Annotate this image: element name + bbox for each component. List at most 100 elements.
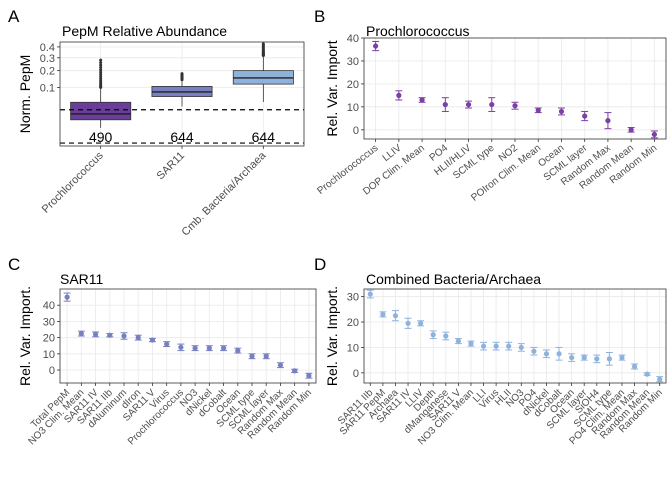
panel-title: Combined Bacteria/Archaea [366, 271, 541, 287]
point-6 [148, 337, 156, 343]
point-4 [417, 320, 425, 327]
data-point [506, 343, 512, 349]
data-point [651, 131, 657, 138]
y-tick-label: 30 [43, 316, 55, 328]
data-point [465, 101, 472, 108]
data-point [455, 338, 461, 344]
data-point [92, 331, 99, 337]
outlier-point [99, 77, 103, 81]
point-22 [643, 371, 651, 377]
panel-border [59, 288, 317, 384]
point-2 [418, 97, 426, 103]
panel-border [59, 41, 305, 147]
data-point [569, 354, 575, 361]
y-tick-label: 0 [49, 365, 55, 377]
data-point [392, 313, 399, 319]
data-point [558, 108, 565, 115]
point-12 [517, 343, 525, 352]
data-point [396, 92, 402, 98]
data-point [149, 337, 156, 343]
data-point [518, 344, 524, 351]
point-17 [305, 372, 313, 379]
point-4 [465, 100, 473, 109]
point-10 [604, 112, 612, 130]
point-0 [372, 40, 380, 52]
y-tick-label: 40 [43, 300, 55, 312]
point-8 [467, 340, 475, 347]
y-tick-label: 20 [43, 333, 55, 345]
box-2: 644 [232, 42, 294, 145]
point-10 [205, 345, 213, 352]
point-1 [395, 90, 403, 101]
panel-a: A PepM Relative Abundance 0.1 0.20.30.4 Norm… [8, 7, 305, 239]
point-13 [530, 346, 538, 356]
panel-label: B [314, 7, 325, 26]
data-point [512, 103, 518, 109]
point-10 [492, 341, 500, 351]
panel-title: Prochlorococcus [366, 23, 470, 39]
y-axis-label: Rel. Var. Import. [324, 286, 340, 386]
point-21 [631, 363, 639, 370]
point-7 [454, 338, 462, 345]
point-20 [618, 354, 626, 361]
outlier-point [261, 42, 265, 46]
data-point [306, 373, 312, 379]
outlier-point [180, 72, 184, 76]
point-11 [627, 127, 635, 133]
data-point [605, 118, 611, 124]
point-12 [650, 130, 658, 139]
data-point [657, 376, 663, 382]
y-tick-label: 10 [347, 342, 359, 354]
y-tick-label: 0.1 [40, 82, 55, 94]
n-label: 644 [252, 129, 276, 145]
data-point [489, 101, 495, 108]
point-1 [379, 311, 387, 318]
data-point [121, 333, 127, 339]
y-axis-label: Norm. PepM [17, 55, 33, 134]
point-18 [593, 354, 601, 364]
y-tick-label: 0.2 [40, 66, 55, 78]
y-tick-label: 0 [353, 368, 359, 380]
point-4 [120, 332, 128, 340]
y-tick-label: 30 [347, 292, 359, 304]
data-point [419, 97, 425, 103]
point-2 [92, 331, 100, 338]
panel-d: D Combined Bacteria/Archaea 0 10 20 30 Rel. Va… [314, 255, 667, 447]
outlier-point [99, 73, 103, 77]
data-point [277, 362, 284, 368]
point-8 [557, 107, 565, 116]
y-axis-label: Rel. Var. Import [324, 40, 340, 136]
outlier-point [99, 75, 103, 79]
point-14 [262, 353, 270, 360]
point-11 [220, 345, 228, 352]
data-point [619, 354, 625, 361]
point-8 [177, 343, 185, 352]
data-point [594, 356, 600, 362]
data-point [443, 333, 449, 339]
x-tick-label: Cmb. Bacteria/Archaea [180, 149, 270, 239]
data-point [192, 345, 198, 351]
y-tick-label: 20 [347, 79, 359, 91]
outlier-point [99, 70, 103, 74]
y-tick-label: 0.3 [40, 53, 55, 65]
point-5 [488, 97, 496, 112]
point-16 [568, 353, 576, 362]
point-0 [366, 289, 374, 299]
x-tick-label: SAR11 [155, 150, 188, 183]
data-point [220, 345, 227, 351]
data-point [64, 294, 70, 300]
point-16 [291, 368, 299, 374]
outlier-point [99, 63, 103, 67]
data-point [543, 351, 550, 357]
panel-label: C [8, 255, 20, 274]
panel-label: A [8, 7, 20, 26]
data-point [531, 348, 537, 354]
y-tick-label: 10 [43, 349, 55, 361]
data-point [606, 356, 612, 362]
data-point [292, 368, 298, 374]
point-3 [441, 97, 449, 112]
point-15 [276, 362, 284, 369]
data-point [107, 332, 113, 338]
data-point [468, 341, 474, 347]
